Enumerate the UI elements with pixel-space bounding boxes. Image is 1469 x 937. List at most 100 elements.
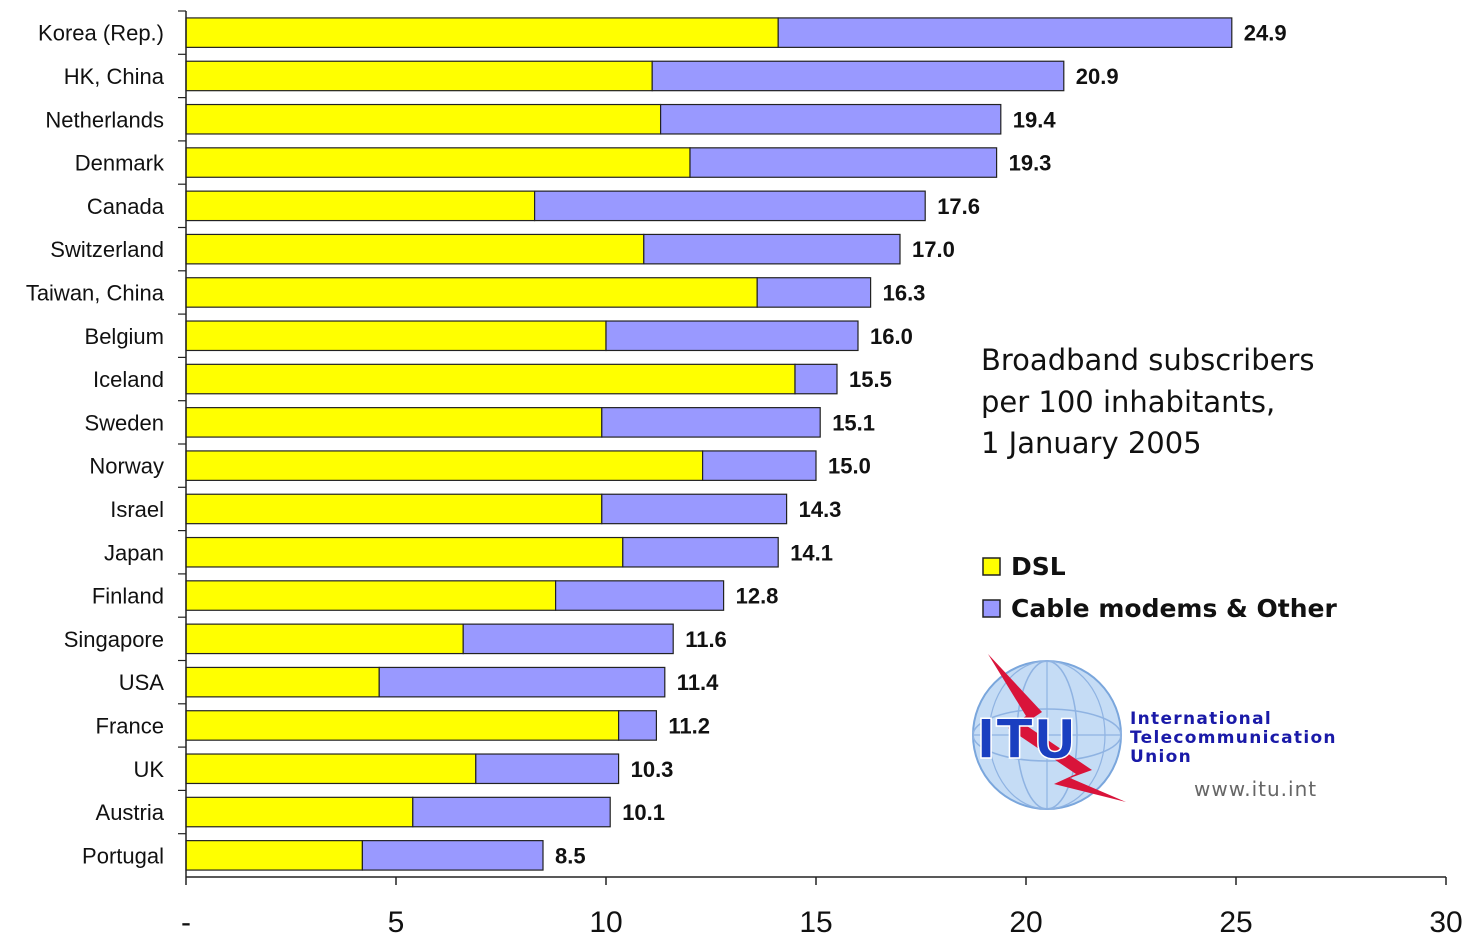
total-label: 11.6 [685, 627, 727, 652]
x-tick-label: 20 [1009, 906, 1042, 937]
title-line-2: per 100 inhabitants, [981, 385, 1275, 419]
bar-cable-17 [475, 753, 620, 785]
bar-dsl-12 [185, 536, 624, 568]
category-label: Korea (Rep.) [38, 21, 164, 46]
bar-dsl-1 [185, 60, 653, 92]
bar-cable-19 [361, 840, 544, 871]
total-label: 11.2 [668, 713, 710, 738]
x-tick-label: 15 [799, 906, 832, 937]
itu-org-line-1: International [1130, 709, 1272, 729]
axes: - 5 10 15 20 25 30 [178, 10, 1463, 937]
category-label: France [96, 713, 164, 738]
bar-cable-4 [533, 190, 926, 222]
category-label: Portugal [82, 843, 164, 868]
category-label: HK, China [64, 64, 165, 89]
category-label: Taiwan, China [26, 280, 165, 305]
bar-cable-18 [412, 796, 611, 828]
category-labels: Korea (Rep.) HK, China Netherlands Denmark C… [26, 21, 165, 869]
bar-cable-16 [617, 710, 657, 741]
x-tick-label: 25 [1219, 906, 1252, 937]
total-label: 24.9 [1244, 21, 1287, 46]
bar-cable-3 [689, 147, 998, 178]
category-label: Israel [110, 497, 164, 522]
bar-dsl-5 [185, 233, 645, 265]
bar-cable-9 [601, 407, 821, 438]
bars-group [185, 17, 1233, 871]
total-label: 11.4 [677, 670, 719, 695]
category-label: Singapore [64, 627, 164, 652]
total-label: 16.0 [870, 324, 913, 349]
total-label: 15.0 [828, 454, 871, 479]
legend-label-cable: Cable modems & Other [1011, 594, 1338, 623]
bar-dsl-18 [185, 796, 414, 828]
total-label: 10.3 [631, 757, 674, 782]
total-label: 17.0 [912, 237, 955, 262]
itu-org-line-2: Telecommunication [1130, 728, 1337, 748]
category-label: Switzerland [50, 237, 164, 262]
total-label: 15.1 [832, 410, 875, 435]
category-label: Iceland [93, 367, 164, 392]
bar-dsl-9 [185, 407, 603, 438]
total-label: 20.9 [1076, 64, 1119, 89]
chart-title: Broadband subscribers per 100 inhabitant… [981, 343, 1315, 460]
bar-cable-8 [794, 363, 838, 395]
category-label: UK [133, 757, 164, 782]
bar-cable-15 [378, 666, 666, 698]
total-label: 19.3 [1009, 151, 1052, 176]
title-line-3: 1 January 2005 [981, 426, 1202, 460]
bar-dsl-10 [185, 450, 704, 481]
total-label: 14.3 [799, 497, 842, 522]
x-tick-label: 10 [589, 906, 622, 937]
bar-cable-10 [701, 450, 817, 481]
total-label: 10.1 [622, 800, 665, 825]
category-label: Norway [89, 454, 164, 479]
bar-cable-6 [756, 277, 872, 308]
itu-logo: ITU International Telecommunication Unio… [972, 654, 1337, 810]
bar-dsl-3 [185, 147, 691, 178]
lightning-bolt-icon [988, 654, 1126, 802]
x-tick-label: 30 [1429, 906, 1462, 937]
bar-dsl-11 [185, 493, 603, 525]
legend-swatch-dsl [982, 557, 1001, 576]
category-label: USA [119, 670, 165, 695]
legend-label-dsl: DSL [1011, 552, 1066, 581]
bar-dsl-6 [185, 277, 758, 308]
bar-cable-14 [462, 623, 674, 655]
category-label: Finland [92, 584, 164, 609]
bar-cable-0 [777, 17, 1233, 48]
category-label: Netherlands [45, 107, 164, 132]
category-label: Canada [87, 194, 165, 219]
itu-abbreviation: ITU [976, 708, 1077, 771]
bar-cable-5 [643, 233, 901, 265]
bar-dsl-13 [185, 580, 557, 611]
legend-swatch-cable [982, 599, 1001, 618]
legend: DSL Cable modems & Other [982, 552, 1338, 623]
bar-dsl-7 [185, 320, 607, 352]
title-line-1: Broadband subscribers [981, 343, 1315, 377]
bar-dsl-14 [185, 623, 464, 655]
bar-dsl-2 [185, 103, 662, 135]
bar-cable-12 [622, 536, 779, 568]
bar-cable-11 [601, 493, 788, 525]
total-labels: 24.9 20.9 19.4 19.3 17.6 17.0 16.3 16.0 15.5 15.1… [555, 21, 1287, 869]
total-label: 17.6 [937, 194, 980, 219]
bar-cable-2 [659, 103, 1002, 135]
total-label: 16.3 [883, 280, 926, 305]
x-tick-label: 5 [388, 906, 405, 937]
category-label: Denmark [75, 151, 165, 176]
total-label: 8.5 [555, 843, 586, 868]
category-label: Sweden [84, 410, 164, 435]
bar-cable-7 [605, 320, 859, 352]
bar-cable-13 [554, 580, 725, 611]
itu-url: www.itu.int [1194, 777, 1317, 801]
bar-dsl-8 [185, 363, 796, 395]
total-label: 19.4 [1013, 107, 1057, 132]
category-label: Belgium [85, 324, 164, 349]
bar-dsl-4 [185, 190, 536, 222]
bar-dsl-0 [185, 17, 779, 48]
bar-dsl-17 [185, 753, 477, 785]
bar-dsl-15 [185, 666, 380, 698]
total-label: 14.1 [790, 540, 833, 565]
bar-cable-1 [651, 60, 1065, 92]
